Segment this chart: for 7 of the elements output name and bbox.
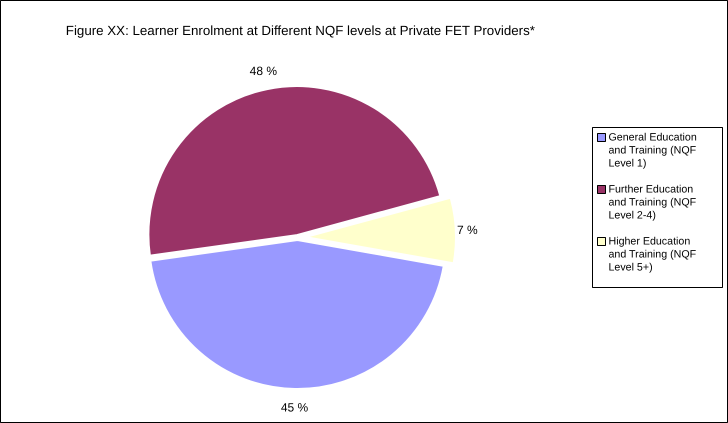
- data-label: 48 %: [250, 64, 278, 78]
- legend-label: Further Education and Training (NQF Level 2-4): [608, 184, 697, 222]
- legend-label: Higher Education and Training (NQF Level 5+): [608, 236, 697, 274]
- legend-label: General Education and Training (NQF Level 1): [608, 132, 697, 170]
- chart-title: Figure XX: Learner Enrolment at Different NQF levels at Private FET Providers*: [66, 23, 535, 38]
- data-label: 45 %: [280, 400, 309, 414]
- data-label: 7 %: [456, 222, 478, 237]
